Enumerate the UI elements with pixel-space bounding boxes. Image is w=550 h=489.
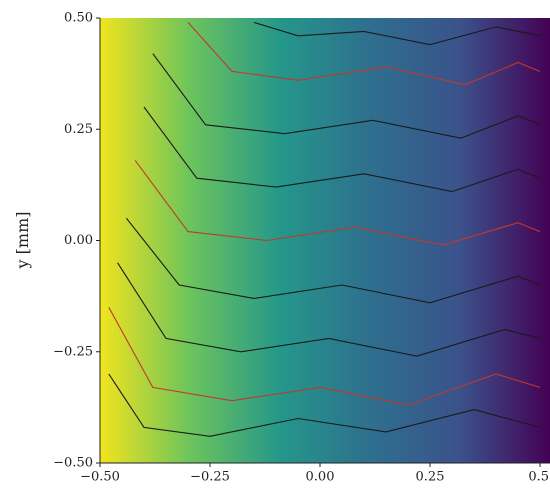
- y-tick-label: −0.25: [53, 344, 93, 359]
- x-tick-label: 0.00: [306, 470, 335, 485]
- streamline: [108, 307, 541, 406]
- streamline: [134, 160, 541, 246]
- y-tick-label: 0.25: [64, 122, 93, 137]
- color-field: [100, 18, 550, 463]
- x-tick-label: 0.5: [528, 470, 549, 485]
- x-tick-label: −0.50: [80, 470, 120, 485]
- streamline: [253, 21, 541, 46]
- y-tick-label: 0.50: [64, 11, 93, 26]
- streamlines: [108, 21, 541, 437]
- x-tick-label: 0.25: [416, 470, 445, 485]
- x-tick-label: −0.25: [190, 470, 230, 485]
- streamline: [108, 373, 541, 437]
- streamline: [125, 217, 541, 304]
- y-tick-label: 0.00: [64, 233, 93, 248]
- streamline: [187, 22, 541, 86]
- streamline: [152, 53, 541, 139]
- y-axis-label: y [mm]: [13, 212, 32, 270]
- y-tick-label: −0.50: [53, 456, 93, 471]
- streamline: [143, 106, 541, 193]
- streamline: [117, 262, 541, 357]
